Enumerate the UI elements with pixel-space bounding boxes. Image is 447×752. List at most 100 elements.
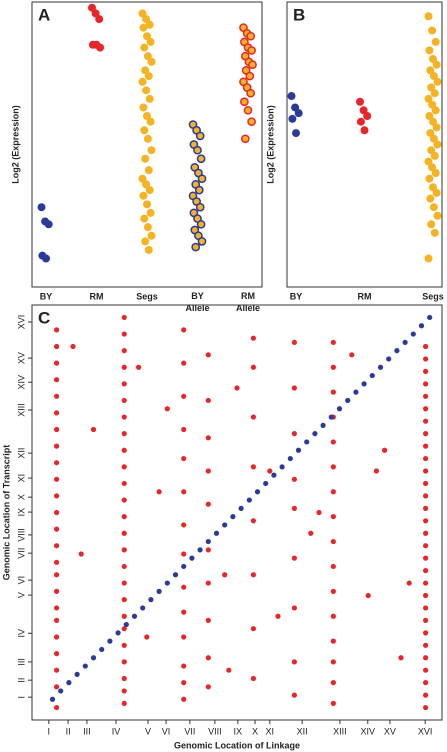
point [54, 460, 60, 466]
point [193, 145, 202, 155]
point [121, 626, 127, 632]
point [316, 509, 322, 516]
point [139, 103, 148, 112]
point [143, 223, 152, 232]
point [430, 228, 439, 237]
point [181, 563, 187, 570]
point [359, 106, 368, 115]
point [54, 651, 60, 657]
y-axis-label: Log2 (Expression) [10, 105, 20, 184]
point [205, 655, 211, 661]
point [230, 514, 236, 520]
point [146, 37, 155, 46]
point [141, 154, 150, 163]
point [37, 203, 46, 212]
y-tick-label: X [16, 494, 26, 500]
point [406, 580, 412, 586]
x-tick-label: VI [162, 726, 171, 736]
point [423, 667, 429, 673]
point [66, 680, 72, 686]
point [423, 356, 429, 362]
point [121, 613, 127, 619]
point [138, 174, 147, 183]
point [54, 559, 60, 565]
point [147, 231, 156, 240]
point [144, 166, 153, 175]
x-tick-label: X [252, 726, 258, 736]
point [181, 426, 187, 433]
point [330, 588, 336, 594]
point [146, 117, 155, 126]
point [54, 343, 60, 350]
x-tick-label: VII [184, 726, 195, 736]
point [373, 468, 379, 474]
point [191, 242, 201, 252]
point [156, 588, 162, 594]
point [424, 157, 433, 166]
point [164, 580, 170, 586]
point [181, 489, 187, 495]
x-tick-label: XI [266, 726, 275, 736]
point [424, 12, 433, 21]
point [78, 551, 84, 557]
x-tick-label: XVI [418, 726, 433, 736]
point [291, 659, 297, 665]
point [147, 146, 156, 155]
point [143, 112, 151, 120]
point [427, 314, 433, 321]
point [54, 443, 60, 449]
point [428, 26, 437, 35]
point [425, 112, 434, 120]
point [330, 538, 336, 545]
point [145, 20, 154, 29]
x-tick-label: XIII [333, 726, 347, 736]
point [148, 597, 154, 603]
point [70, 343, 76, 350]
point [382, 447, 388, 453]
point [330, 659, 336, 665]
point [121, 480, 127, 487]
x-tick-label: VIII [208, 726, 222, 736]
point [430, 151, 439, 160]
point [205, 435, 211, 441]
point [222, 522, 228, 528]
point [291, 605, 297, 611]
point [250, 464, 256, 470]
point [433, 77, 442, 86]
point [250, 335, 256, 341]
point [141, 66, 150, 75]
point [121, 530, 127, 536]
point [121, 331, 127, 337]
point [248, 60, 257, 70]
point [121, 580, 127, 586]
point [181, 696, 187, 702]
y-tick-label: XV [16, 352, 26, 364]
point [250, 414, 256, 420]
point [304, 439, 310, 445]
point [121, 381, 127, 387]
point [181, 360, 187, 366]
point [54, 426, 60, 433]
point [287, 455, 293, 462]
point [423, 592, 429, 599]
point [164, 406, 170, 412]
x-tick-label: XV [384, 726, 396, 736]
point [291, 431, 297, 437]
point [423, 642, 429, 648]
point [205, 617, 211, 624]
point [121, 659, 127, 665]
y-tick-label: XVI [16, 315, 26, 330]
point [423, 543, 429, 549]
point [96, 43, 105, 52]
point [142, 180, 151, 189]
point [54, 526, 60, 532]
point [121, 447, 127, 453]
panel-label: A [38, 5, 50, 24]
point [377, 364, 384, 370]
point [240, 97, 249, 107]
point [99, 646, 105, 653]
point [205, 501, 211, 507]
point [226, 667, 232, 673]
point [429, 183, 437, 192]
point [121, 597, 127, 603]
